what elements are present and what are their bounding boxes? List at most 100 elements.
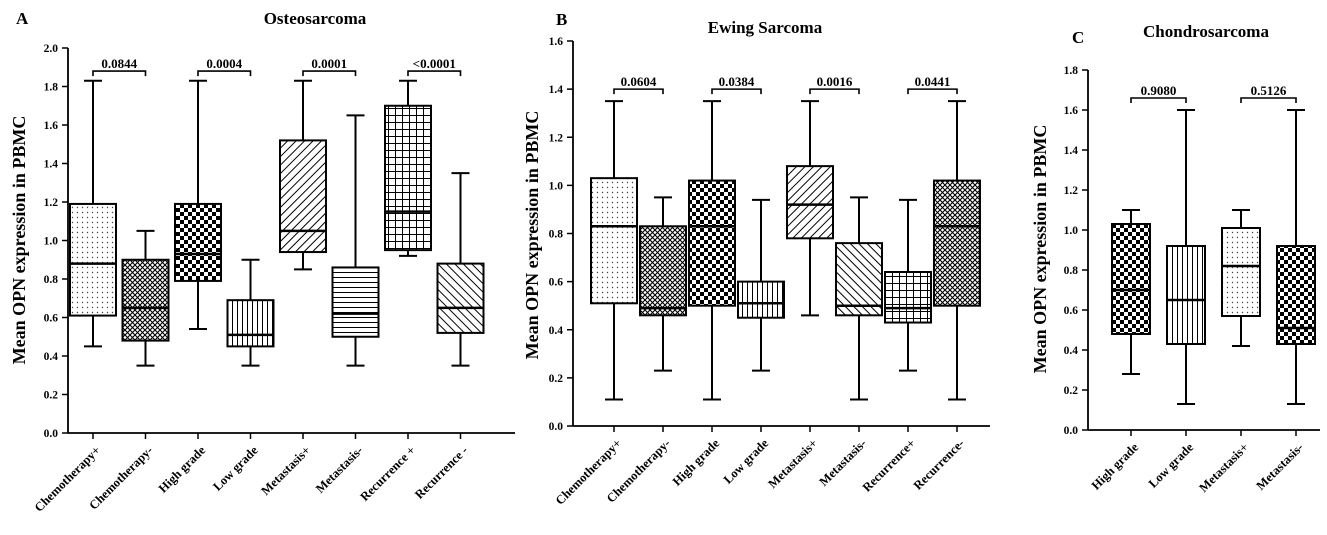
box-4 [279,79,327,271]
box-iqr [688,179,736,307]
y-tick-label: 1.2 [1064,185,1079,197]
chart-panel-b: B Ewing Sarcoma Mean OPN expression in PBM… [522,10,990,508]
x-tick-label: Low grade [210,443,261,494]
box-iqr [226,299,275,348]
box-iqr [884,271,932,324]
bracket-line [1240,97,1297,103]
y-axis-label: Mean OPN expression in PBMC [1030,125,1050,374]
p-value-label: 0.0441 [915,74,951,89]
box-7 [436,172,485,367]
y-tick-label: 0.6 [1064,305,1079,317]
bracket-line [907,88,958,95]
x-tick-label: High grade [670,436,723,489]
x-tick-label: Metastasis+ [258,443,313,498]
x-tick-label: Metastasis- [817,436,870,489]
comparison-bracket: 0.9080 [1130,83,1187,103]
y-tick-label: 1.4 [1064,145,1079,157]
x-tick-label: Recurrence+ [860,436,918,494]
comparison-bracket: 0.0604 [613,74,664,95]
box-iqr [1276,245,1316,345]
y-tick-label: 1.8 [1064,65,1079,77]
y-tick-label: 1.4 [44,159,59,171]
bracket-line [407,70,462,77]
box-iqr [1221,227,1261,317]
y-tick-label: 0.8 [44,274,59,286]
box-1 [121,229,170,367]
box-0 [69,79,117,348]
y-tick-label: 0.4 [44,351,59,363]
box-2 [174,79,222,331]
y-tick-label: 0.2 [549,373,564,385]
comparison-bracket: 0.0844 [92,56,147,77]
box-iqr [331,266,380,338]
bracket-line [92,70,147,77]
box-3 [1276,109,1316,405]
comparison-bracket: <0.0001 [407,56,462,77]
p-value-label: 0.0844 [101,56,137,71]
box-iqr [786,165,834,240]
y-axis-label: Mean OPN expression in PBMC [9,116,29,365]
bracket-line [302,70,357,77]
box-iqr [384,104,432,252]
box-0 [1111,209,1151,375]
y-tick-label: 1.8 [44,82,59,94]
comparison-bracket: 0.0004 [197,56,252,77]
y-tick-label: 1.0 [549,180,564,192]
box-iqr [835,242,883,317]
y-tick-label: 0.0 [1064,425,1079,437]
comparison-bracket: 0.0441 [907,74,958,95]
p-value-label: 0.0016 [817,74,853,89]
chart-panel-c: C Chondrosarcoma Mean OPN expression in PB… [1030,22,1320,495]
bracket-line [197,70,252,77]
y-tick-label: 1.4 [549,84,564,96]
chart-title: Osteosarcoma [264,9,367,28]
box-3 [737,198,785,372]
bracket-line [1130,97,1187,103]
box-iqr [590,177,638,305]
comparison-bracket: 0.0001 [302,56,357,77]
y-tick-label: 0.4 [1064,345,1079,357]
box-2 [1221,209,1261,347]
x-tick-label: Metastasis+ [765,436,820,491]
y-tick-label: 1.6 [1064,105,1079,117]
bracket-line [809,88,860,95]
y-tick-label: 1.2 [549,132,564,144]
box-iqr [737,280,785,319]
x-tick-label: Metastasis- [313,443,366,496]
box-1 [1166,109,1206,405]
p-value-label: 0.5126 [1251,83,1287,98]
x-tick-label: Metastasis- [1254,440,1307,493]
y-tick-label: 0.4 [549,325,564,337]
x-tick-label: High grade [1089,440,1142,493]
p-value-label: 0.9080 [1141,83,1177,98]
y-tick-label: 0.2 [44,390,59,402]
y-tick-label: 2.0 [44,43,59,55]
x-tick-label: Metastasis+ [1196,440,1251,495]
y-tick-label: 0.0 [44,428,59,440]
x-tick-label: Recurrence + [357,443,418,504]
comparison-bracket: 0.0016 [809,74,860,95]
bracket-line [711,88,762,95]
box-iqr [174,202,222,282]
box-5 [331,114,380,367]
y-tick-label: 0.8 [549,229,564,241]
y-tick-label: 0.0 [549,421,564,433]
bracket-line [613,88,664,95]
x-tick-label: Low grade [721,436,772,487]
box-6 [884,198,932,372]
y-axis-label: Mean OPN expression in PBMC [522,111,542,360]
y-tick-label: 1.6 [44,120,59,132]
x-tick-label: Recurrence- [911,436,967,492]
panel-letter: C [1072,28,1084,47]
p-value-label: <0.0001 [413,56,456,71]
box-iqr [279,139,327,254]
box-iqr [639,225,687,317]
box-7 [933,100,981,401]
box-6 [384,79,432,257]
box-5 [835,196,883,401]
chart-title: Ewing Sarcoma [708,18,823,37]
box-3 [226,258,275,367]
x-tick-label: High grade [156,443,209,496]
y-tick-label: 1.0 [1064,225,1079,237]
